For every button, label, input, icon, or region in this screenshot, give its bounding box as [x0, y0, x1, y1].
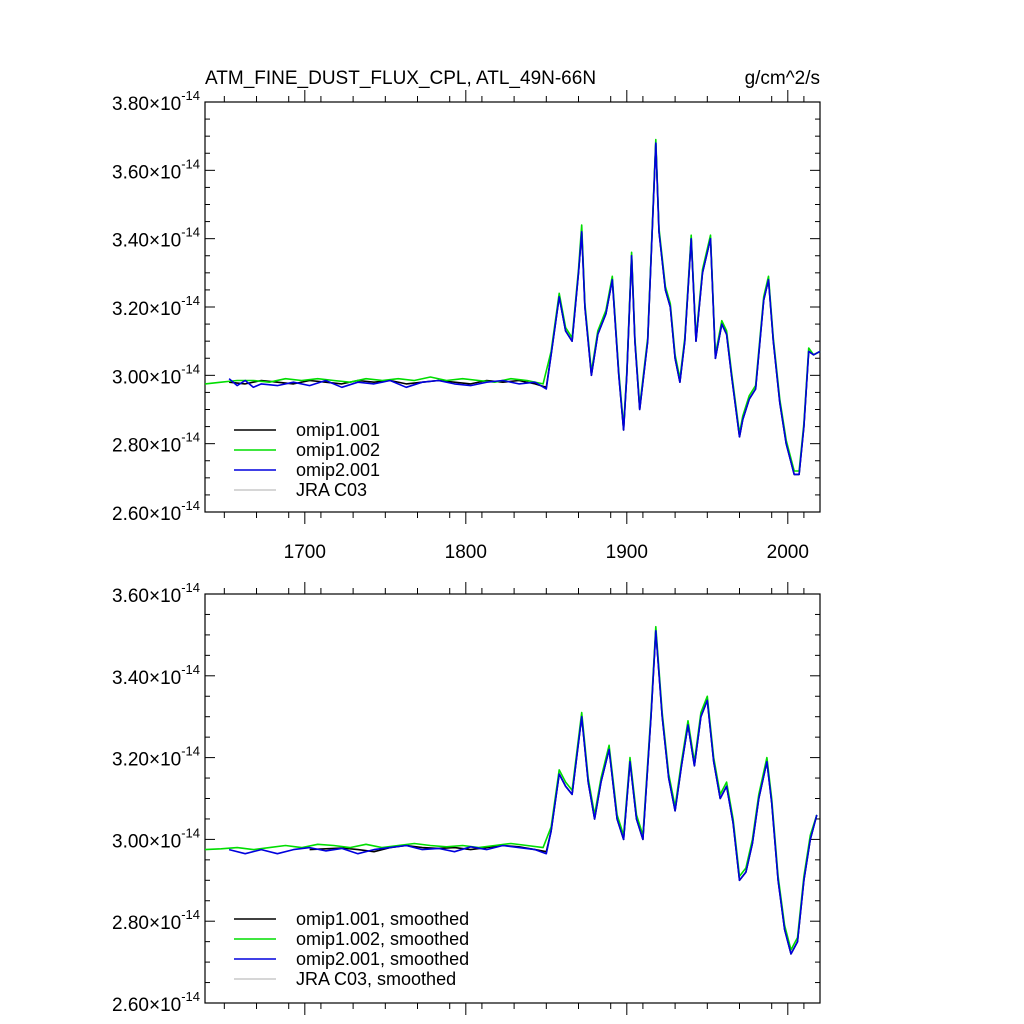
y-tick-label: 3.60×10-14 — [112, 580, 200, 607]
series-line — [228, 630, 818, 955]
y-tick-exponent: -14 — [181, 907, 200, 922]
bottom-panel: 2.60×10-14 2.80×10-14 3.00×10-14 3.20×10-14… — [112, 580, 821, 1016]
y-tick-label: 3.40×10-14 — [112, 662, 200, 689]
legend-label: omip2.001 — [296, 460, 380, 480]
y-tick-label: 3.20×10-14 — [112, 293, 200, 320]
y-tick-exponent: -14 — [181, 580, 200, 595]
y-tick-label: 2.80×10-14 — [112, 907, 200, 934]
legend-label: omip2.001, smoothed — [296, 949, 469, 969]
y-tick-label: 3.20×10-14 — [112, 744, 200, 771]
x-tick-label: 1900 — [606, 542, 648, 563]
chart-title: ATM_FINE_DUST_FLUX_CPL, ATL_49N-66N — [205, 68, 596, 89]
y-tick-exponent: -14 — [181, 361, 200, 376]
y-tick-label: 3.00×10-14 — [112, 361, 200, 388]
y-tick-exponent: -14 — [181, 88, 200, 103]
x-tick-label: 1700 — [284, 542, 326, 563]
y-tick-label: 3.80×10-14 — [112, 88, 200, 115]
top-panel: 2.60×10-14 2.80×10-14 3.00×10-14 3.20×10-14… — [112, 88, 821, 563]
y-tick-exponent: -14 — [181, 662, 200, 677]
y-tick-exponent: -14 — [181, 430, 200, 445]
legend-label: JRA C03 — [296, 480, 367, 500]
y-tick-exponent: -14 — [181, 825, 200, 840]
legend-label: omip1.001, smoothed — [296, 909, 469, 929]
y-tick-exponent: -14 — [181, 293, 200, 308]
y-tick-label: 3.40×10-14 — [112, 225, 200, 252]
legend-label: omip1.001 — [296, 420, 380, 440]
y-tick-label: 2.80×10-14 — [112, 430, 200, 457]
y-tick-exponent: -14 — [181, 225, 200, 240]
y-tick-exponent: -14 — [181, 156, 200, 171]
series-line — [228, 142, 821, 476]
y-tick-label: 2.60×10-14 — [112, 989, 200, 1016]
legend-label: omip1.002, smoothed — [296, 929, 469, 949]
y-tick-label: 3.60×10-14 — [112, 156, 200, 183]
y-tick-exponent: -14 — [181, 498, 200, 513]
y-tick-exponent: -14 — [181, 989, 200, 1004]
series-line — [309, 630, 818, 955]
chart-units: g/cm^2/s — [745, 68, 820, 89]
x-tick-label: 2000 — [767, 542, 809, 563]
y-tick-label: 3.00×10-14 — [112, 825, 200, 852]
legend-label: JRA C03, smoothed — [296, 969, 456, 989]
legend-label: omip1.002 — [296, 440, 380, 460]
y-tick-label: 2.60×10-14 — [112, 498, 200, 525]
y-tick-exponent: -14 — [181, 744, 200, 759]
x-tick-label: 1800 — [445, 542, 487, 563]
